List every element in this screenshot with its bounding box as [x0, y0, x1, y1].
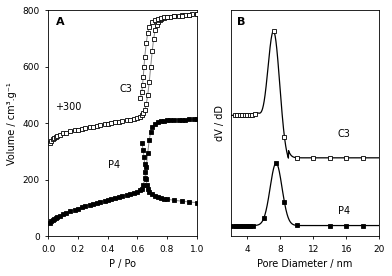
Y-axis label: Volume / cm³.g⁻¹: Volume / cm³.g⁻¹ — [7, 82, 17, 165]
Text: C3: C3 — [120, 84, 132, 94]
X-axis label: P / Po: P / Po — [109, 259, 136, 269]
Y-axis label: dV / dD: dV / dD — [215, 105, 225, 141]
Text: P4: P4 — [107, 160, 120, 171]
Text: B: B — [237, 17, 245, 27]
X-axis label: Pore Diameter / nm: Pore Diameter / nm — [257, 259, 353, 269]
Text: P4: P4 — [338, 206, 350, 216]
Text: A: A — [56, 17, 64, 27]
Text: +300: +300 — [56, 102, 82, 112]
Text: C3: C3 — [338, 129, 350, 139]
